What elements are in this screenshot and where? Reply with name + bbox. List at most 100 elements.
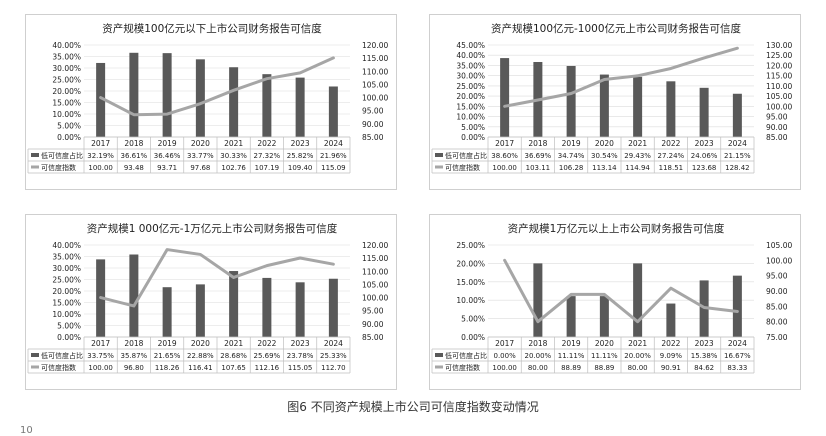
y-right-tick-label: 75.00: [766, 333, 788, 342]
y-left-tick-label: 5.00%: [461, 123, 485, 132]
y-left-tick-label: 35.00%: [52, 253, 81, 262]
data-label-bar: 25.82%: [287, 152, 314, 160]
bar-low-credibility-2020: [599, 74, 609, 137]
legend-label-credibility-index: 可信度指数: [41, 163, 76, 172]
data-label-line: 123.68: [692, 164, 717, 172]
y-left-tick-label: 0.00%: [57, 133, 81, 142]
figure-caption: 图6 不同资产规模上市公司可信度指数变动情况: [287, 400, 539, 414]
data-label-bar: 36.69%: [525, 152, 552, 160]
line-credibility-index: [503, 46, 739, 108]
x-category-label: 2022: [661, 339, 680, 348]
y-left-tick-label: 15.00%: [456, 102, 485, 111]
line-credibility-index: [99, 248, 335, 308]
page-number: 10: [20, 425, 33, 436]
data-label-line: 118.51: [659, 164, 684, 172]
combo-chart: 资产规模100亿元以下上市公司财务报告可信度 40.00% 35.00% 30.00%…: [27, 22, 388, 174]
combo-chart: 资产规模1 000亿元-1万亿元上市公司财务报告可信度 40.00% 35.00% 3…: [27, 222, 388, 374]
x-category-label: 2020: [595, 339, 614, 348]
data-label-line: 107.19: [255, 164, 280, 172]
y-right-tick-label: 100.00: [362, 94, 388, 103]
data-label-line: 114.94: [625, 164, 650, 172]
combo-chart: 资产规模1万亿元以上上市公司财务报告可信度 25.00% 20.00% 15.00% 1…: [431, 222, 792, 374]
x-category-label: 2024: [324, 339, 343, 348]
legend-label-credibility-index: 可信度指数: [445, 163, 480, 172]
bar-low-credibility-2022: [262, 74, 272, 137]
data-label-line: 118.26: [155, 364, 180, 372]
data-label-line: 113.14: [592, 164, 617, 172]
y-right-tick-label: 90.00: [362, 320, 384, 329]
data-label-line: 100.00: [492, 164, 517, 172]
y-right-tick-label: 125.00: [766, 51, 792, 60]
data-label-line: 100.00: [88, 164, 113, 172]
bar-low-credibility-2024: [328, 86, 338, 137]
y-right-tick-label: 85.00: [766, 133, 788, 142]
data-label-bar: 0.00%: [494, 352, 517, 360]
data-label-line: 109.40: [288, 164, 313, 172]
x-category-label: 2019: [562, 339, 581, 348]
x-category-label: 2021: [224, 139, 243, 148]
y-right-tick-label: 105.00: [362, 280, 388, 289]
y-left-tick-label: 15.00%: [52, 299, 81, 308]
data-label-line: 83.33: [727, 364, 747, 372]
x-category-label: 2021: [628, 339, 647, 348]
y-right-tick-label: 100.00: [362, 294, 388, 303]
data-label-line: 100.00: [88, 364, 113, 372]
data-label-bar: 33.77%: [187, 152, 214, 160]
data-label-line: 102.76: [221, 164, 246, 172]
y-left-tick-label: 0.00%: [57, 333, 81, 342]
line-credibility-index: [99, 56, 335, 117]
bar-low-credibility-2023: [699, 87, 709, 137]
bar-low-credibility-2024: [328, 278, 338, 337]
y-left-tick-label: 40.00%: [456, 51, 485, 60]
data-label-line: 112.70: [321, 364, 346, 372]
x-category-label: 2018: [124, 339, 143, 348]
y-right-tick-label: 115.00: [362, 254, 388, 263]
bar-low-credibility-2020: [599, 296, 609, 337]
bar-low-credibility-2018: [129, 254, 139, 337]
y-right-tick-label: 120.00: [362, 41, 388, 50]
data-label-line: 115.05: [288, 364, 313, 372]
y-right-tick-label: 90.00: [362, 120, 384, 129]
legend-key-bar: [31, 353, 39, 357]
x-category-label: 2024: [728, 339, 747, 348]
y-right-tick-label: 85.00: [362, 133, 384, 142]
data-label-bar: 28.68%: [220, 352, 247, 360]
bar-low-credibility-2021: [633, 263, 643, 337]
legend-key-bar: [31, 153, 39, 157]
data-label-bar: 32.19%: [87, 152, 114, 160]
y-right-tick-label: 80.00: [766, 318, 788, 327]
x-category-label: 2017: [495, 339, 514, 348]
bar-low-credibility-2020: [195, 284, 205, 337]
data-label-bar: 16.67%: [724, 352, 751, 360]
x-category-label: 2017: [91, 139, 110, 148]
legend-label-low-credibility: 低可信度占比: [445, 151, 487, 160]
x-category-label: 2019: [562, 139, 581, 148]
bar-low-credibility-2021: [633, 76, 643, 137]
legend-label-low-credibility: 低可信度占比: [41, 151, 83, 160]
bar-low-credibility-2018: [533, 263, 543, 337]
bar-low-credibility-2019: [566, 65, 576, 137]
x-category-label: 2020: [191, 139, 210, 148]
data-label-bar: 29.43%: [624, 152, 651, 160]
bar-low-credibility-2019: [162, 53, 172, 137]
x-category-label: 2024: [324, 139, 343, 148]
y-left-tick-label: 0.00%: [461, 333, 485, 342]
y-right-tick-label: 115.00: [362, 54, 388, 63]
y-left-tick-label: 5.00%: [57, 322, 81, 331]
bar-low-credibility-2024: [732, 275, 742, 337]
legend-label-low-credibility: 低可信度占比: [41, 351, 83, 360]
bar-low-credibility-2023: [295, 282, 305, 337]
x-category-label: 2021: [628, 139, 647, 148]
data-label-line: 93.48: [124, 164, 144, 172]
data-label-line: 90.91: [661, 364, 681, 372]
data-label-bar: 11.11%: [591, 352, 618, 360]
chart-panel-3: 资产规模1 000亿元-1万亿元上市公司财务报告可信度 40.00% 35.00% 3…: [25, 214, 397, 390]
x-category-label: 2020: [191, 339, 210, 348]
data-label-line: 84.62: [694, 364, 714, 372]
x-category-label: 2021: [224, 339, 243, 348]
combo-chart: 资产规模100亿元-1000亿元上市公司财务报告可信度45.00%40.00%3…: [431, 22, 792, 174]
y-left-tick-label: 10.00%: [456, 113, 485, 122]
y-left-tick-label: 20.00%: [456, 92, 485, 101]
y-left-tick-label: 40.00%: [52, 41, 81, 50]
bar-low-credibility-2022: [262, 277, 272, 337]
